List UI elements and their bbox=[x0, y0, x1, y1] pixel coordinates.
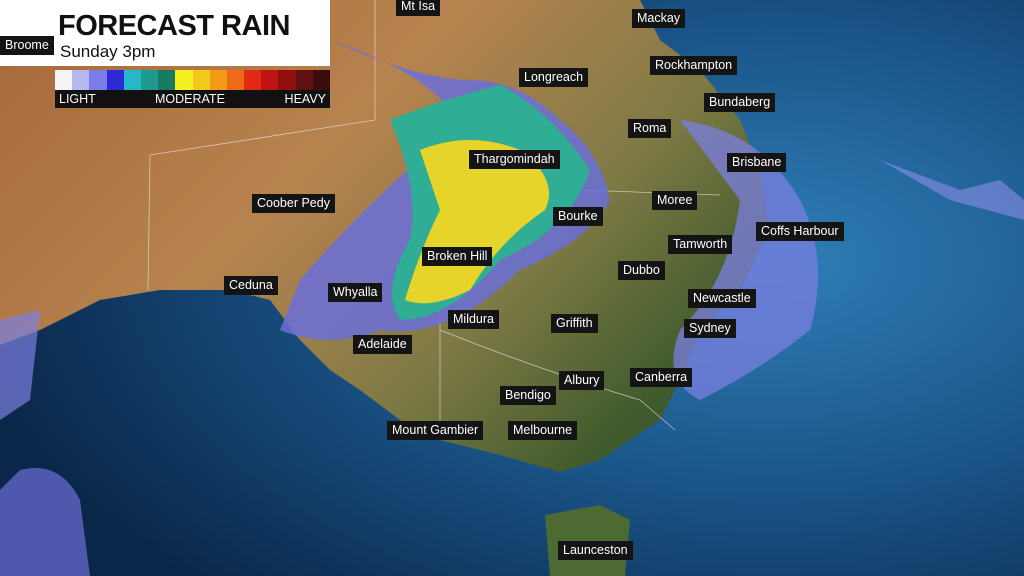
place-label: Brisbane bbox=[727, 153, 787, 172]
title-box: FORECAST RAIN Sunday 3pm bbox=[0, 0, 330, 66]
place-label: Broken Hill bbox=[422, 247, 493, 266]
place-label: Broome bbox=[0, 36, 54, 55]
place-label: Moree bbox=[652, 191, 698, 210]
place-label: Dubbo bbox=[618, 261, 665, 280]
place-label: Mt Isa bbox=[396, 0, 441, 16]
place-label: Tamworth bbox=[668, 235, 733, 254]
place-label: Bundaberg bbox=[704, 93, 776, 112]
place-label: Albury bbox=[559, 371, 605, 390]
place-label: Griffith bbox=[551, 314, 598, 333]
place-label: Adelaide bbox=[353, 335, 412, 354]
legend-label: HEAVY bbox=[284, 92, 326, 106]
place-label: Mildura bbox=[448, 310, 499, 329]
place-label: Canberra bbox=[630, 368, 693, 387]
place-label: Longreach bbox=[519, 68, 589, 87]
place-label: Ceduna bbox=[224, 276, 278, 295]
legend-label: LIGHT bbox=[59, 92, 96, 106]
place-label: Whyalla bbox=[328, 283, 383, 302]
place-label: Roma bbox=[628, 119, 672, 138]
subtitle: Sunday 3pm bbox=[60, 42, 156, 61]
place-label: Launceston bbox=[558, 541, 633, 560]
place-label: Thargomindah bbox=[469, 150, 560, 169]
place-label: Mount Gambier bbox=[387, 421, 484, 440]
legend-bar: LIGHT MODERATE HEAVY bbox=[55, 90, 330, 108]
place-label: Newcastle bbox=[688, 289, 756, 308]
place-label: Mackay bbox=[632, 9, 686, 28]
title: FORECAST RAIN bbox=[58, 10, 290, 42]
legend-swatches bbox=[55, 70, 330, 90]
place-label: Melbourne bbox=[508, 421, 578, 440]
place-label: Bourke bbox=[553, 207, 603, 226]
place-label: Rockhampton bbox=[650, 56, 738, 75]
legend-label: MODERATE bbox=[155, 92, 225, 106]
place-label: Bendigo bbox=[500, 386, 556, 405]
place-label: Coober Pedy bbox=[252, 194, 335, 213]
place-label: Sydney bbox=[684, 319, 736, 338]
place-label: Coffs Harbour bbox=[756, 222, 844, 241]
